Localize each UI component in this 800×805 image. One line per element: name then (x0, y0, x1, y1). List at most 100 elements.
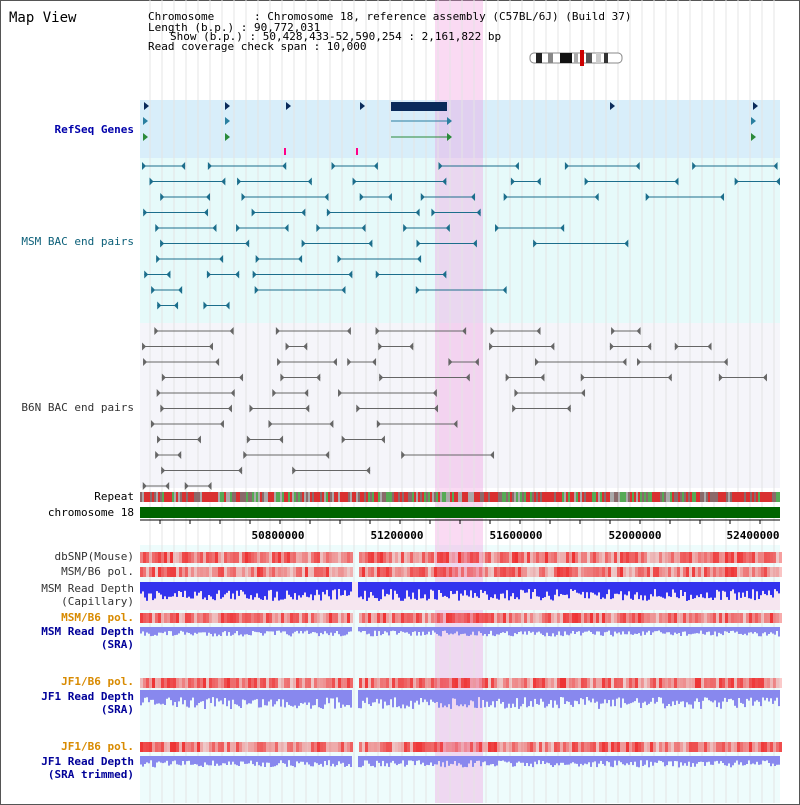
repeat-segment (586, 492, 588, 502)
jf1-depth-sra-bar (632, 690, 634, 703)
msm-depth-sra-bar (772, 627, 774, 634)
msm-b6-pol-heat-2 (188, 613, 191, 623)
jf1-depth-sra-bar (340, 690, 342, 708)
repeat-segment (646, 492, 648, 502)
msm-depth-capillary-bar (706, 582, 708, 593)
jf1-b6-pol-heat (233, 678, 236, 688)
msm-b6-pol-heat-2 (722, 613, 725, 623)
repeat-segment (570, 492, 572, 502)
jf1-b6-pol-heat-2 (596, 742, 599, 752)
b6n-bac-pair-end (154, 327, 159, 335)
msm-depth-sra-bar (166, 627, 168, 636)
refseq-track-bg (140, 100, 780, 158)
jf1-depth-sra-bar (418, 690, 420, 705)
jf1-b6-pol-heat (527, 678, 530, 688)
msm-depth-sra-bar (748, 627, 750, 633)
jf1-b6-pol-heat (422, 678, 425, 688)
msm-bac-pair-end (254, 286, 259, 294)
jf1-depth-sra-bar (328, 690, 330, 704)
msm-b6-pol-heat (611, 567, 614, 577)
msm-depth-sra-bar (256, 627, 258, 633)
msm-depth-sra-bar (348, 627, 350, 632)
dbsnp-heat (554, 552, 557, 563)
msm-b6-pol-heat-2 (311, 613, 314, 623)
jf1-b6-pol-heat (455, 678, 458, 688)
repeat-segment (186, 492, 188, 502)
jf1-b6-pol-heat-2 (401, 742, 404, 752)
msm-depth-capillary-bar (772, 582, 774, 598)
repeat-segment (318, 492, 320, 502)
jf1-depth-trimmed-bar (518, 756, 520, 762)
msm-depth-capillary-bar (716, 582, 718, 590)
refseq-label[interactable]: RefSeq Genes (54, 123, 134, 136)
jf1-depth-trimmed-bar (244, 756, 246, 764)
jf1-depth-trimmed-bar (402, 756, 404, 761)
msm-depth-sra-bar (628, 627, 630, 632)
jf1-depth-trimmed-bar (218, 756, 220, 766)
msm-bac-pair-end (352, 177, 357, 186)
msm-b6-pol-heat-2 (638, 613, 641, 623)
msm-bac-pair-end (298, 255, 303, 263)
jf1-b6-pol-heat (641, 678, 644, 688)
jf1-depth-sra-label-1: JF1 Read Depth (41, 690, 134, 703)
msm-b6-pol-heat-2 (260, 613, 263, 623)
jf1-depth-sra-bar (162, 690, 164, 704)
msm-depth-sra-bar (676, 627, 678, 634)
jf1-b6-pol-heat (683, 678, 686, 688)
msm-depth-sra-bar (470, 627, 472, 635)
msm-b6-pol-heat-2 (515, 613, 518, 623)
repeat-segment (176, 492, 178, 502)
jf1-depth-sra-bar (552, 690, 554, 708)
jf1-depth-sra-bar (710, 690, 712, 702)
jf1-b6-pol-heat (338, 678, 341, 688)
jf1-b6-pol-heat-2 (524, 742, 527, 752)
jf1-b6-pol-heat (698, 678, 701, 688)
jf1-b6-pol-label: JF1/B6 pol. (61, 675, 134, 688)
jf1-b6-pol-heat (737, 678, 740, 688)
repeat-segment (178, 492, 180, 502)
jf1-b6-pol-heat-2 (593, 742, 596, 752)
jf1-depth-sra-bar (448, 690, 450, 705)
jf1-depth-sra-bar (662, 690, 664, 704)
msm-bac-label[interactable]: MSM BAC end pairs (21, 235, 134, 248)
msm-depth-sra-bar (198, 627, 200, 633)
jf1-b6-pol-heat (761, 678, 764, 688)
jf1-depth-sra-bar (618, 690, 620, 698)
msm-depth-sra-bar (658, 627, 660, 631)
msm-depth-capillary-bar (358, 582, 360, 598)
dbsnp-heat (191, 552, 194, 563)
msm-depth-capillary-bar (708, 582, 710, 599)
msm-depth-capillary-bar (622, 582, 624, 601)
msm-depth-capillary-bar (406, 582, 408, 591)
jf1-depth-trimmed-bar (764, 756, 766, 762)
highlight-region[interactable] (435, 0, 483, 803)
jf1-depth-sra-bar (570, 690, 572, 705)
jf1-depth-trimmed-bar (584, 756, 586, 764)
msm-b6-pol-heat-2 (761, 613, 764, 623)
msm-depth-sra-bar (228, 627, 230, 633)
jf1-b6-pol-heat (713, 678, 716, 688)
jf1-b6-pol-heat-2 (632, 742, 635, 752)
jf1-depth-trimmed-bar (448, 756, 450, 766)
gene-arrow (610, 102, 615, 110)
msm-b6-pol-heat-2 (779, 613, 782, 623)
msm-depth-sra-bar (484, 627, 486, 634)
jf1-b6-pol-heat (185, 678, 188, 688)
jf1-depth-trimmed-bar (648, 756, 650, 768)
msm-b6-pol-heat-2 (686, 613, 689, 623)
repeat-segment (234, 492, 236, 502)
msm-depth-sra-bar (252, 627, 254, 631)
msm-depth-sra-bar (584, 627, 586, 632)
jf1-depth-trimmed-bar (392, 756, 394, 761)
msm-b6-pol-heat-2 (569, 613, 572, 623)
msm-depth-sra-bar (740, 627, 742, 634)
dbsnp-heat (257, 552, 260, 563)
msm-depth-capillary-bar (584, 582, 586, 599)
msm-depth-sra-bar (478, 627, 480, 632)
jf1-depth-trimmed-bar (414, 756, 416, 766)
b6n-bac-label[interactable]: B6N BAC end pairs (21, 401, 134, 414)
msm-depth-capillary-bar (208, 582, 210, 595)
dbsnp-heat (506, 552, 509, 563)
jf1-depth-sra-bar (268, 690, 270, 702)
